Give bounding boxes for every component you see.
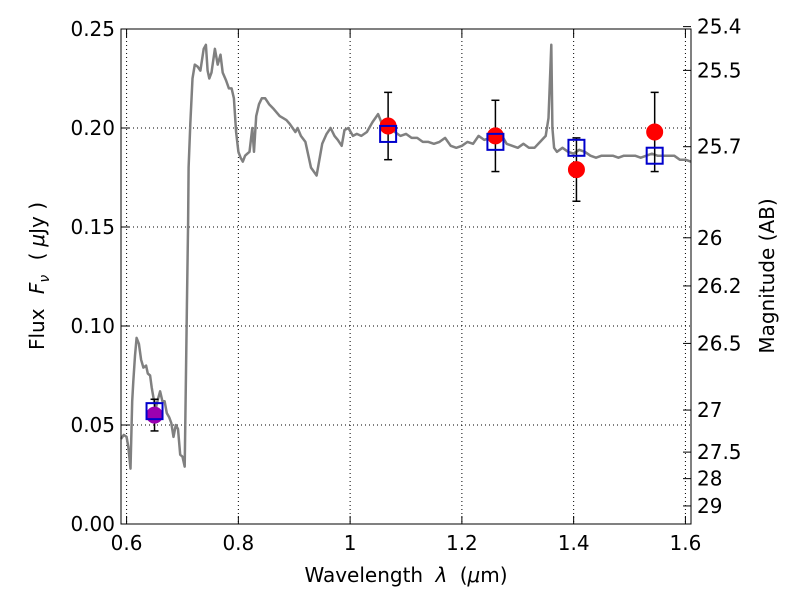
- y-tick-label: 0.10: [70, 314, 115, 338]
- x-tick-label: 1: [344, 531, 357, 555]
- x-axis-label: Wavelength λ (μm): [304, 563, 507, 587]
- model-photometry-square: [645, 146, 664, 165]
- y2-tick-label: 27.5: [697, 440, 742, 464]
- grid-lines: [121, 28, 691, 525]
- model-photometry-square: [145, 402, 164, 421]
- y2-tick-label: 26: [697, 226, 722, 250]
- x-tick-label: 1.6: [670, 531, 702, 555]
- y2-tick-label: 25.5: [697, 58, 742, 82]
- observed-point: [567, 161, 585, 179]
- y2-tick-label: 26.5: [697, 331, 742, 355]
- model-photometry-square: [379, 124, 398, 143]
- y-tick-label: 0.20: [70, 116, 115, 140]
- y2-tick-label: 25.7: [697, 135, 742, 159]
- y2-tick-label: 27: [697, 398, 722, 422]
- model-spectrum-layer: [119, 43, 692, 470]
- y2-tick-label: 25.4: [697, 15, 742, 39]
- y2-axis-label: Magnitude (AB): [755, 198, 779, 353]
- observed-point: [646, 123, 664, 141]
- observed-points-layer: [146, 117, 664, 424]
- tick-labels-layer: 0.6 0.8 1 1.2 1.4 1.6 0.00 0.05 0.10 0.15 0.20 0.25…: [70, 15, 741, 555]
- error-bars-layer: [150, 91, 659, 432]
- y-tick-label: 0.00: [70, 512, 115, 536]
- y2-tick-label: 26.2: [697, 274, 742, 298]
- ticks-layer: [121, 26, 691, 525]
- plot-frame: [120, 28, 692, 525]
- model-photometry-layer: [145, 124, 664, 421]
- y2-tick-label: 29: [697, 494, 722, 518]
- x-tick-label: 0.8: [222, 531, 254, 555]
- y-tick-label: 0.15: [70, 215, 115, 239]
- model-photometry-square: [567, 138, 586, 157]
- y-tick-label: 0.05: [70, 413, 115, 437]
- x-tick-label: 1.4: [558, 531, 590, 555]
- observed-point: [146, 406, 164, 424]
- model-photometry-square: [486, 132, 505, 151]
- y2-tick-label: 28: [697, 467, 722, 491]
- y-axis-label: Flux Fν (μJy ): [25, 202, 54, 350]
- x-tick-label: 0.6: [111, 531, 143, 555]
- y-tick-label: 0.25: [70, 17, 115, 41]
- model-spectrum-line: [119, 43, 692, 470]
- x-tick-label: 1.2: [446, 531, 478, 555]
- observed-point: [486, 127, 504, 145]
